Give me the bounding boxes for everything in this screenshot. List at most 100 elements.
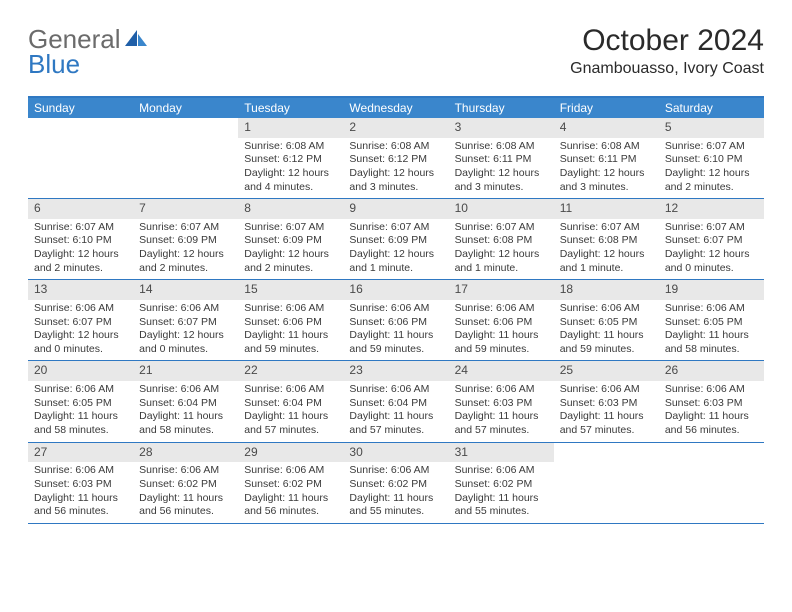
cell-line: Sunrise: 6:06 AM — [139, 464, 232, 478]
cell-line: Daylight: 11 hours and 56 minutes. — [139, 492, 232, 519]
cell-body: Sunrise: 6:06 AMSunset: 6:04 PMDaylight:… — [238, 381, 343, 442]
cell-line: Daylight: 11 hours and 57 minutes. — [244, 410, 337, 437]
day-number: 10 — [449, 199, 554, 219]
cell-line: Sunset: 6:09 PM — [244, 234, 337, 248]
cell-line: Daylight: 11 hours and 57 minutes. — [455, 410, 548, 437]
calendar-cell: 20Sunrise: 6:06 AMSunset: 6:05 PMDayligh… — [28, 361, 133, 441]
cell-line: Sunrise: 6:08 AM — [244, 140, 337, 154]
week-row: 6Sunrise: 6:07 AMSunset: 6:10 PMDaylight… — [28, 199, 764, 280]
cell-line: Daylight: 11 hours and 58 minutes. — [34, 410, 127, 437]
day-number: 15 — [238, 280, 343, 300]
cell-body: Sunrise: 6:06 AMSunset: 6:04 PMDaylight:… — [133, 381, 238, 442]
cell-body — [659, 447, 764, 453]
day-number: 23 — [343, 361, 448, 381]
cell-body — [28, 122, 133, 128]
day-number: 2 — [343, 118, 448, 138]
day-number: 27 — [28, 443, 133, 463]
cell-line: Sunset: 6:03 PM — [455, 397, 548, 411]
cell-line: Daylight: 12 hours and 3 minutes. — [560, 167, 653, 194]
calendar-cell — [659, 443, 764, 523]
cell-line: Sunset: 6:03 PM — [560, 397, 653, 411]
cell-line: Daylight: 11 hours and 59 minutes. — [455, 329, 548, 356]
cell-body: Sunrise: 6:08 AMSunset: 6:11 PMDaylight:… — [554, 138, 659, 199]
cell-body: Sunrise: 6:06 AMSunset: 6:05 PMDaylight:… — [28, 381, 133, 442]
cell-line: Sunrise: 6:06 AM — [455, 464, 548, 478]
cell-body: Sunrise: 6:07 AMSunset: 6:08 PMDaylight:… — [554, 219, 659, 280]
cell-body: Sunrise: 6:06 AMSunset: 6:03 PMDaylight:… — [28, 462, 133, 523]
calendar-cell: 27Sunrise: 6:06 AMSunset: 6:03 PMDayligh… — [28, 443, 133, 523]
calendar-cell: 8Sunrise: 6:07 AMSunset: 6:09 PMDaylight… — [238, 199, 343, 279]
day-header: Monday — [133, 98, 238, 118]
calendar-cell: 3Sunrise: 6:08 AMSunset: 6:11 PMDaylight… — [449, 118, 554, 198]
cell-line: Daylight: 12 hours and 4 minutes. — [244, 167, 337, 194]
cell-line: Sunset: 6:03 PM — [665, 397, 758, 411]
day-header: Thursday — [449, 98, 554, 118]
cell-line: Sunrise: 6:07 AM — [244, 221, 337, 235]
cell-line: Sunset: 6:04 PM — [349, 397, 442, 411]
day-number: 8 — [238, 199, 343, 219]
cell-line: Sunrise: 6:06 AM — [349, 464, 442, 478]
calendar-cell — [28, 118, 133, 198]
cell-line: Sunset: 6:04 PM — [244, 397, 337, 411]
calendar-cell: 16Sunrise: 6:06 AMSunset: 6:06 PMDayligh… — [343, 280, 448, 360]
cell-body: Sunrise: 6:06 AMSunset: 6:06 PMDaylight:… — [238, 300, 343, 361]
cell-line: Sunrise: 6:06 AM — [34, 464, 127, 478]
calendar-cell — [133, 118, 238, 198]
cell-line: Daylight: 12 hours and 2 minutes. — [34, 248, 127, 275]
cell-line: Sunrise: 6:07 AM — [34, 221, 127, 235]
calendar-cell: 12Sunrise: 6:07 AMSunset: 6:07 PMDayligh… — [659, 199, 764, 279]
weeks-container: 1Sunrise: 6:08 AMSunset: 6:12 PMDaylight… — [28, 118, 764, 524]
day-number: 21 — [133, 361, 238, 381]
day-header: Wednesday — [343, 98, 448, 118]
cell-line: Sunrise: 6:06 AM — [139, 383, 232, 397]
cell-line: Sunrise: 6:06 AM — [139, 302, 232, 316]
cell-body: Sunrise: 6:06 AMSunset: 6:06 PMDaylight:… — [449, 300, 554, 361]
cell-line: Sunrise: 6:08 AM — [455, 140, 548, 154]
cell-line: Sunset: 6:08 PM — [455, 234, 548, 248]
day-number: 13 — [28, 280, 133, 300]
day-number: 19 — [659, 280, 764, 300]
cell-line: Sunset: 6:09 PM — [349, 234, 442, 248]
day-header: Sunday — [28, 98, 133, 118]
day-header: Friday — [554, 98, 659, 118]
cell-line: Sunrise: 6:07 AM — [349, 221, 442, 235]
location-label: Gnambouasso, Ivory Coast — [570, 60, 764, 78]
cell-body: Sunrise: 6:07 AMSunset: 6:09 PMDaylight:… — [343, 219, 448, 280]
week-row: 13Sunrise: 6:06 AMSunset: 6:07 PMDayligh… — [28, 280, 764, 361]
cell-body: Sunrise: 6:06 AMSunset: 6:05 PMDaylight:… — [659, 300, 764, 361]
logo: GeneralBlue — [28, 24, 149, 80]
cell-body: Sunrise: 6:06 AMSunset: 6:04 PMDaylight:… — [343, 381, 448, 442]
sail-icon — [123, 24, 149, 55]
cell-line: Sunset: 6:05 PM — [665, 316, 758, 330]
calendar-cell: 2Sunrise: 6:08 AMSunset: 6:12 PMDaylight… — [343, 118, 448, 198]
calendar-cell: 30Sunrise: 6:06 AMSunset: 6:02 PMDayligh… — [343, 443, 448, 523]
cell-line: Daylight: 11 hours and 56 minutes. — [34, 492, 127, 519]
cell-line: Daylight: 11 hours and 58 minutes. — [665, 329, 758, 356]
cell-line: Daylight: 12 hours and 0 minutes. — [139, 329, 232, 356]
cell-body: Sunrise: 6:07 AMSunset: 6:09 PMDaylight:… — [238, 219, 343, 280]
cell-line: Sunset: 6:03 PM — [34, 478, 127, 492]
cell-line: Sunset: 6:10 PM — [665, 153, 758, 167]
cell-body: Sunrise: 6:06 AMSunset: 6:03 PMDaylight:… — [554, 381, 659, 442]
cell-line: Sunrise: 6:06 AM — [455, 302, 548, 316]
cell-line: Sunrise: 6:06 AM — [34, 383, 127, 397]
cell-line: Daylight: 11 hours and 59 minutes. — [244, 329, 337, 356]
day-number: 26 — [659, 361, 764, 381]
day-number: 30 — [343, 443, 448, 463]
day-number: 1 — [238, 118, 343, 138]
day-number: 29 — [238, 443, 343, 463]
cell-line: Sunrise: 6:06 AM — [455, 383, 548, 397]
calendar-cell: 29Sunrise: 6:06 AMSunset: 6:02 PMDayligh… — [238, 443, 343, 523]
calendar-cell: 9Sunrise: 6:07 AMSunset: 6:09 PMDaylight… — [343, 199, 448, 279]
cell-line: Sunset: 6:02 PM — [244, 478, 337, 492]
cell-line: Daylight: 11 hours and 55 minutes. — [349, 492, 442, 519]
cell-line: Daylight: 11 hours and 56 minutes. — [244, 492, 337, 519]
calendar-cell: 5Sunrise: 6:07 AMSunset: 6:10 PMDaylight… — [659, 118, 764, 198]
cell-line: Sunrise: 6:07 AM — [139, 221, 232, 235]
calendar-cell: 14Sunrise: 6:06 AMSunset: 6:07 PMDayligh… — [133, 280, 238, 360]
cell-body — [554, 447, 659, 453]
cell-body: Sunrise: 6:07 AMSunset: 6:08 PMDaylight:… — [449, 219, 554, 280]
week-row: 20Sunrise: 6:06 AMSunset: 6:05 PMDayligh… — [28, 361, 764, 442]
cell-line: Sunrise: 6:06 AM — [349, 383, 442, 397]
day-number: 4 — [554, 118, 659, 138]
